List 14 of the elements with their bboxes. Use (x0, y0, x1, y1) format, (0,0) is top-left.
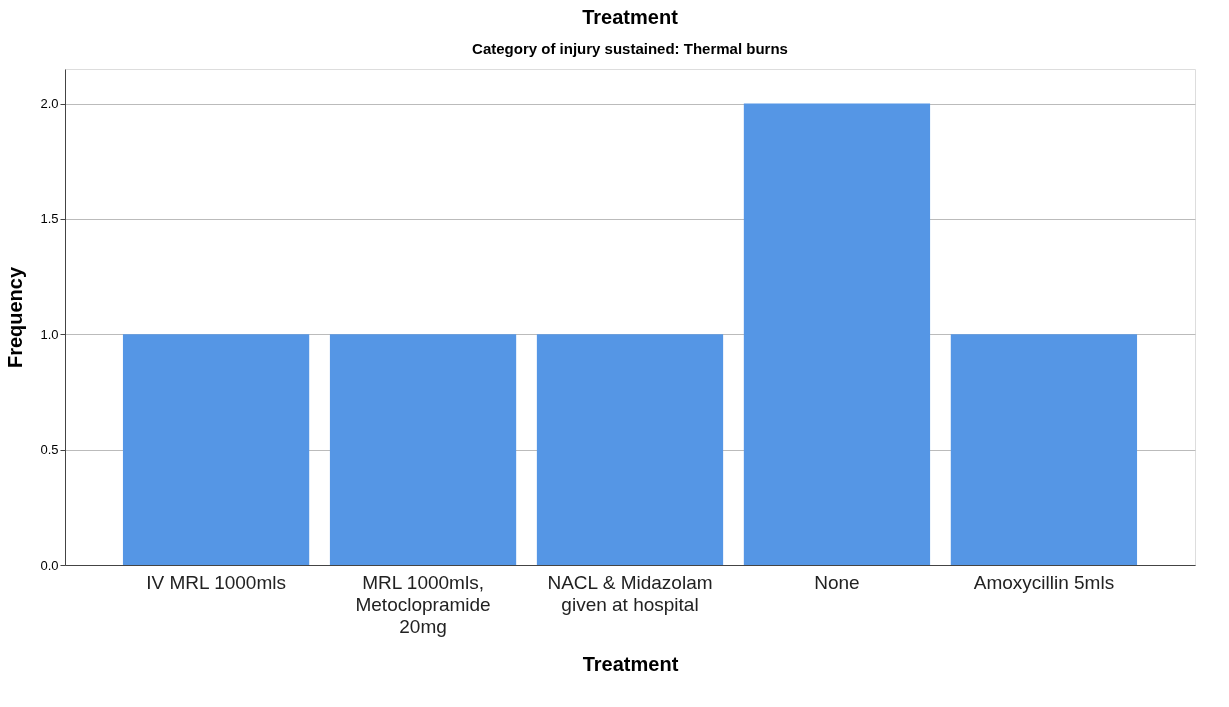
x-tick-label: NACL & Midazolam given at hospital (547, 571, 713, 615)
y-tick-label: 2.0 (40, 96, 59, 112)
x-tick-label: Amoxycillin 5mls (973, 571, 1115, 593)
y-axis-title: Frequency (4, 266, 27, 369)
chart-subtitle: Category of injury sustained: Thermal burns (472, 40, 788, 57)
x-axis-title: Treatment (582, 652, 679, 675)
y-tick-label: 1.0 (40, 326, 59, 342)
x-tick-label: IV MRL 1000mls (146, 571, 286, 593)
y-tick-label: 1.5 (40, 211, 59, 227)
y-tick-label: 0.0 (40, 557, 59, 573)
x-tick-label: MRL 1000mls, Metoclopramide 20mg (355, 571, 491, 637)
x-tick-label: None (814, 571, 860, 593)
chart-title: Treatment (582, 6, 679, 28)
y-tick-label: 0.5 (40, 442, 59, 458)
